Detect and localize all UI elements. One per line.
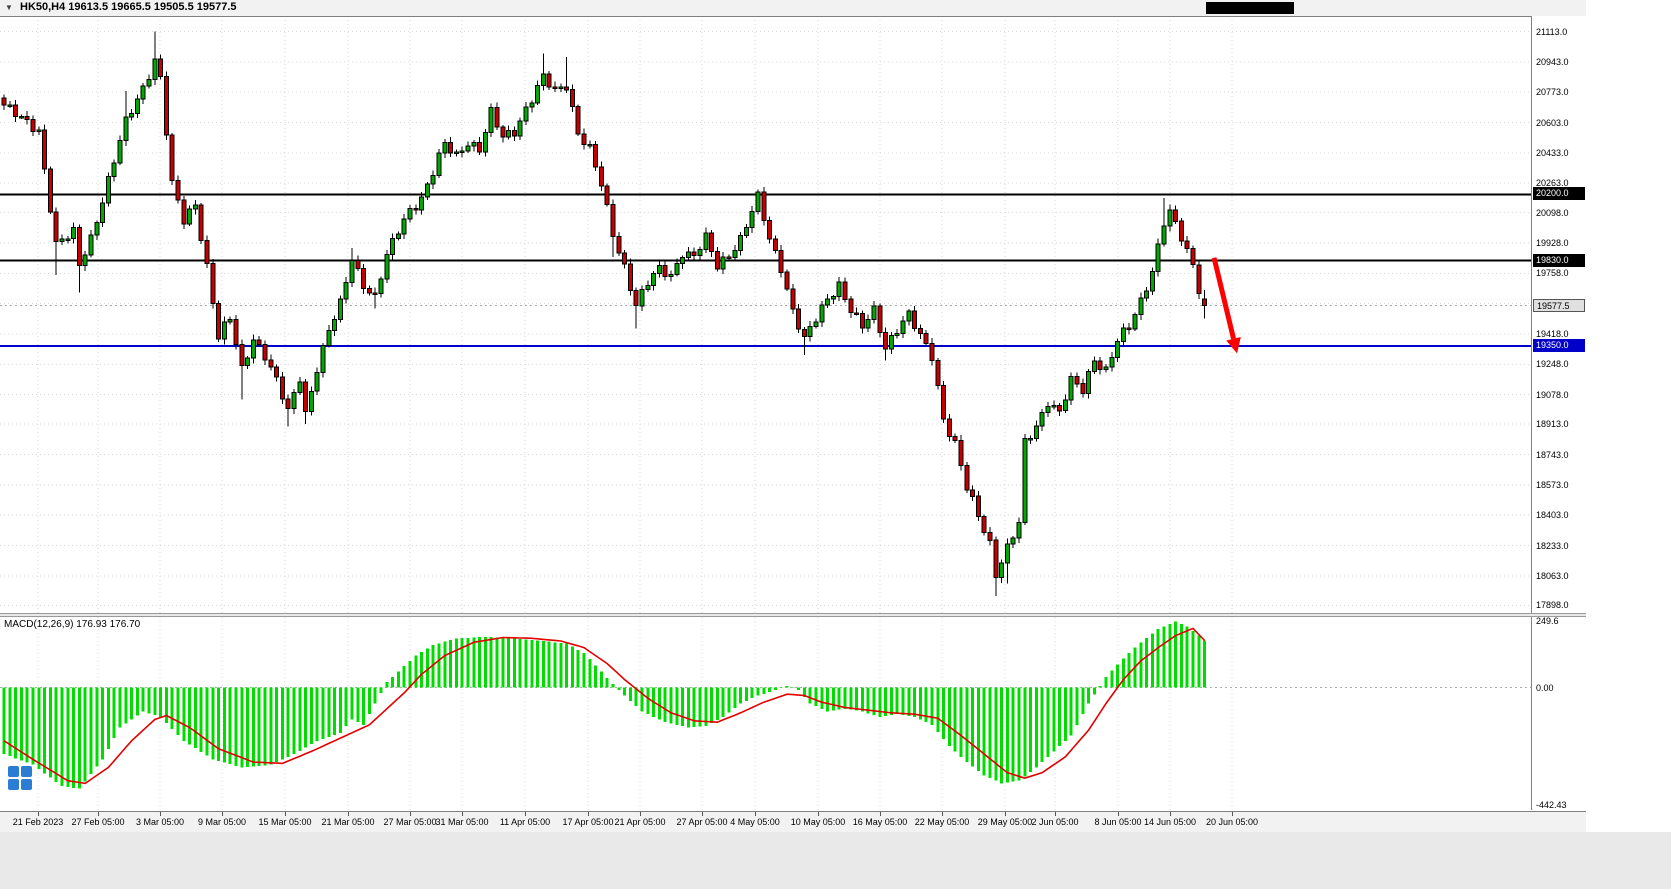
price-line-tag: 19350.0: [1533, 339, 1585, 353]
price-tick-label: 19248.0: [1536, 359, 1569, 370]
price-tick-label: 18063.0: [1536, 570, 1569, 581]
macd-indicator-label: MACD(12,26,9) 176.93 176.70: [4, 619, 141, 630]
price-chart-area[interactable]: [0, 16, 1532, 613]
time-tick-label: 31 Mar 05:00: [435, 817, 489, 827]
time-tick-label: 15 Mar 05:00: [258, 817, 312, 827]
time-tick-label: 27 Mar 05:00: [383, 817, 437, 827]
price-chart-svg: [0, 16, 1531, 613]
candlesticks: [1, 31, 1208, 596]
logo-square: [21, 779, 32, 790]
price-tick-label: 21113.0: [1536, 26, 1568, 37]
price-axis[interactable]: 21113.0 20943.0 20773.0 20603.0 20433.0 20263…: [1533, 16, 1586, 811]
time-tick-mark: [1232, 812, 1233, 816]
time-tick-mark: [1170, 812, 1171, 816]
time-tick-label: 9 Mar 05:00: [197, 817, 247, 827]
time-tick-mark: [160, 812, 161, 816]
time-tick-label: 27 Feb 05:00: [71, 817, 125, 827]
price-tick-label: 20433.0: [1536, 147, 1569, 158]
price-tick-label: 18233.0: [1536, 540, 1569, 551]
time-tick-mark: [640, 812, 641, 816]
time-tick-label: 17 Apr 05:00: [562, 817, 614, 827]
time-tick-mark: [222, 812, 223, 816]
time-tick-mark: [588, 812, 589, 816]
logo-square: [8, 779, 19, 790]
logo-square: [21, 766, 32, 777]
time-tick-mark: [462, 812, 463, 816]
price-line-tag: 20200.0: [1533, 187, 1585, 201]
time-tick-label: 4 May 05:00: [730, 817, 780, 827]
right-margin: [1586, 0, 1671, 832]
panel-separator[interactable]: [0, 613, 1586, 617]
time-tick-mark: [818, 812, 819, 816]
price-tick-label: 20943.0: [1536, 56, 1569, 67]
time-tick-mark: [348, 812, 349, 816]
time-tick-label: 27 Apr 05:00: [676, 817, 728, 827]
macd-svg: [0, 617, 1531, 810]
time-tick-mark: [525, 812, 526, 816]
time-tick-label: 21 Apr 05:00: [614, 817, 666, 827]
bottom-strip: [0, 832, 1671, 889]
time-tick-mark: [880, 812, 881, 816]
trend-arrow-annotation[interactable]: [1211, 257, 1241, 354]
time-axis[interactable]: 21 Feb 2023 27 Feb 05:00 3 Mar 05:00 9 Mar …: [0, 811, 1586, 832]
macd-tick-label: -442.43: [1536, 800, 1567, 811]
logo-square: [8, 766, 19, 777]
price-tick-label: 20603.0: [1536, 117, 1569, 128]
chart-header: ▼ HK50,H4 19613.5 19665.5 19505.5 19577.…: [0, 0, 1586, 16]
time-tick-label: 2 Jun 05:00: [1031, 817, 1079, 827]
time-tick-label: 10 May 05:00: [790, 817, 846, 827]
blacked-out-region: [1206, 2, 1294, 14]
macd-tick-label: 0.00: [1536, 682, 1554, 693]
time-tick-label: 14 Jun 05:00: [1143, 817, 1197, 827]
macd-histogram: [2, 621, 1207, 789]
time-tick-label: 16 May 05:00: [852, 817, 908, 827]
time-tick-mark: [755, 812, 756, 816]
time-tick-mark: [38, 812, 39, 816]
symbol-dropdown-icon[interactable]: ▼: [5, 3, 13, 12]
time-tick-mark: [410, 812, 411, 816]
price-tick-label: 19758.0: [1536, 268, 1569, 279]
time-tick-mark: [1055, 812, 1056, 816]
time-tick-label: 29 May 05:00: [977, 817, 1033, 827]
windows-logo-icon[interactable]: [8, 766, 32, 790]
price-tick-label: 19418.0: [1536, 329, 1569, 340]
time-tick-mark: [1005, 812, 1006, 816]
time-tick-label: 21 Mar 05:00: [321, 817, 375, 827]
macd-tick-label: 249.6: [1536, 616, 1559, 627]
current-price-tag: 19577.5: [1533, 298, 1585, 312]
price-tick-label: 18743.0: [1536, 449, 1569, 460]
time-tick-mark: [98, 812, 99, 816]
time-tick-label: 3 Mar 05:00: [135, 817, 185, 827]
price-tick-label: 17898.0: [1536, 600, 1569, 611]
macd-panel[interactable]: MACD(12,26,9) 176.93 176.70: [0, 617, 1532, 810]
time-tick-label: 11 Apr 05:00: [499, 817, 551, 827]
price-tick-label: 20098.0: [1536, 207, 1569, 218]
macd-signal-line: [3, 627, 1206, 785]
time-tick-label: 8 Jun 05:00: [1094, 817, 1142, 827]
price-tick-label: 20773.0: [1536, 87, 1569, 98]
price-tick-label: 19078.0: [1536, 389, 1569, 400]
time-tick-label: 22 May 05:00: [914, 817, 970, 827]
time-tick-mark: [1118, 812, 1119, 816]
price-line-tag: 19830.0: [1533, 253, 1585, 267]
time-tick-mark: [702, 812, 703, 816]
price-tick-label: 18403.0: [1536, 510, 1569, 521]
price-tick-label: 19928.0: [1536, 238, 1569, 249]
symbol-ohlc-info: HK50,H4 19613.5 19665.5 19505.5 19577.5: [20, 1, 237, 13]
price-tick-label: 18573.0: [1536, 479, 1569, 490]
time-tick-mark: [285, 812, 286, 816]
time-tick-mark: [942, 812, 943, 816]
price-tick-label: 20263.0: [1536, 178, 1569, 189]
time-tick-label: 20 Jun 05:00: [1205, 817, 1259, 827]
price-tick-label: 18913.0: [1536, 419, 1569, 430]
time-tick-label: 21 Feb 2023: [12, 817, 64, 827]
